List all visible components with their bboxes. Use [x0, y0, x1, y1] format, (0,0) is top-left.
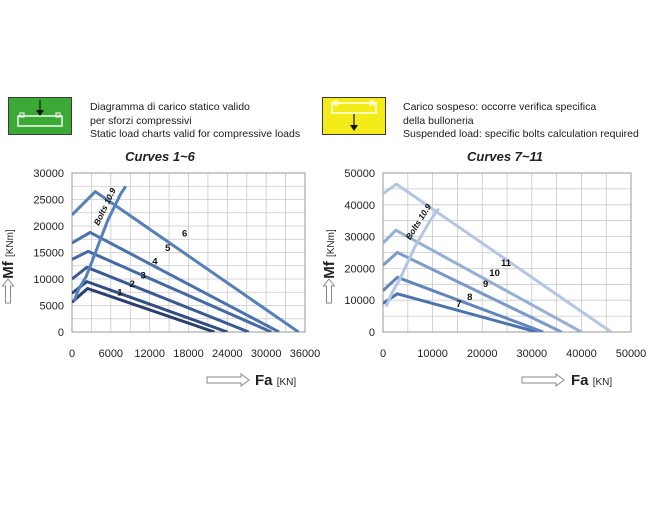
plot-frame	[71, 172, 306, 333]
y-tick-label: 10000	[33, 274, 64, 286]
series-label-1: 1	[117, 287, 123, 298]
x-tick-label: 12000	[134, 348, 165, 360]
series-label-8: 8	[467, 292, 472, 303]
x-tick-label: 40000	[566, 348, 597, 360]
x-tick-label: 10000	[417, 348, 448, 360]
y-axis-unit: [KNm]	[5, 229, 16, 257]
compressive-load-icon	[17, 100, 63, 127]
x-tick-label: 6000	[99, 348, 123, 360]
x-axis-arrow-icon	[521, 373, 565, 387]
legend-line: per sforzi compressivi	[90, 114, 192, 127]
series-line-10	[383, 228, 583, 332]
legend-line: Diagramma di carico statico valido	[90, 101, 250, 113]
y-tick-label: 25000	[33, 195, 64, 207]
y-tick-label: 0	[369, 327, 375, 339]
y-tick-label: 30000	[344, 232, 375, 244]
series-label-2: 2	[130, 279, 135, 290]
y-tick-label: 0	[58, 327, 64, 339]
x-axis-label: Fa [KN]	[571, 372, 612, 389]
series-label-7: 7	[456, 299, 461, 310]
x-tick-label: 0	[69, 348, 75, 360]
legend-line: Suspended load: specific bolts calculati…	[403, 128, 639, 140]
series-label-3: 3	[141, 270, 146, 281]
y-axis-name: Mf	[321, 257, 338, 279]
legend-line: Carico sospeso: occorre verifica specifi…	[403, 101, 597, 113]
series-label-4: 4	[152, 257, 158, 268]
compressive-load-legend-box	[8, 97, 72, 135]
series-label-5: 5	[165, 243, 171, 254]
series-line-11	[383, 182, 613, 332]
series-line-2	[72, 280, 228, 332]
legend-line: Static load charts valid for compressive…	[90, 128, 301, 140]
y-axis-label: Mf [KNm]	[321, 229, 338, 279]
series-line-9	[383, 251, 563, 332]
chart-title: Curves 1~6	[125, 149, 196, 164]
plot-area	[72, 185, 300, 332]
legend-line: della bulloneria	[403, 114, 474, 127]
y-axis-unit: [KNm]	[326, 229, 337, 257]
x-tick-label: 36000	[290, 348, 321, 360]
bolts-limit-line	[72, 185, 127, 302]
series-line-4	[72, 249, 272, 332]
y-tick-label: 20000	[33, 221, 64, 233]
plot-frame	[382, 172, 632, 333]
y-axis-name: Mf	[0, 257, 17, 279]
x-tick-label: 20000	[467, 348, 498, 360]
y-axis-arrow-icon	[322, 278, 336, 304]
series-label-10: 10	[489, 268, 500, 279]
series-line-5	[72, 230, 280, 332]
series-label-6: 6	[182, 229, 187, 240]
y-axis-label: Mf [KNm]	[0, 229, 17, 279]
x-tick-label: 50000	[616, 348, 647, 360]
chart-1: Curves 1~6 0 6000 12000 18000 24000 30000 36000…	[0, 149, 320, 389]
y-tick-label: 50000	[344, 168, 375, 180]
y-tick-label: 15000	[33, 248, 64, 260]
x-tick-label: 30000	[251, 348, 282, 360]
x-tick-label: 0	[380, 348, 386, 360]
y-tick-label: 5000	[40, 301, 64, 313]
series-line-1	[72, 287, 215, 332]
x-tick-label: 24000	[212, 348, 243, 360]
y-axis-arrow-icon	[1, 278, 15, 304]
x-tick-label: 30000	[517, 348, 548, 360]
x-axis-name: Fa	[571, 372, 593, 389]
series-label-9: 9	[483, 279, 488, 290]
y-tick-label: 40000	[344, 200, 375, 212]
series-line-8	[383, 275, 544, 332]
y-tick-label: 20000	[344, 263, 375, 275]
suspended-load-legend-box	[322, 97, 386, 135]
bolts-limit-line	[384, 207, 440, 308]
x-axis-name: Fa	[255, 372, 277, 389]
series-line-3	[72, 265, 250, 332]
chart-2: Curves 7~11 0 10000 20000 30000 40000 50000 0 10…	[321, 149, 646, 389]
x-axis-unit: [KN]	[277, 377, 297, 388]
compressive-load-legend-text: Diagramma di carico statico valido per s…	[90, 101, 300, 142]
x-tick-label: 18000	[173, 348, 204, 360]
series-label-11: 11	[501, 258, 512, 269]
suspended-load-legend-text: Carico sospeso: occorre verifica specifi…	[403, 101, 639, 142]
y-tick-label: 10000	[344, 295, 375, 307]
y-tick-label: 30000	[33, 168, 64, 180]
chart-title: Curves 7~11	[467, 149, 543, 164]
series-line-6	[72, 190, 300, 332]
suspended-load-icon	[331, 100, 377, 131]
plot-area	[383, 182, 613, 332]
x-axis-unit: [KN]	[593, 377, 613, 388]
x-axis-arrow-icon	[206, 373, 250, 387]
x-axis-label: Fa [KN]	[255, 372, 296, 389]
